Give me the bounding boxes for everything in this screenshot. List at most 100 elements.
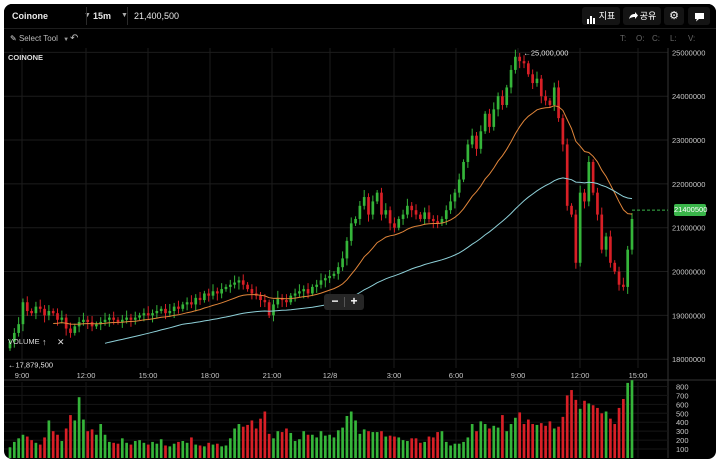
volume-bar xyxy=(8,447,12,458)
time-tick-label: 6:00 xyxy=(449,371,464,380)
candle-body xyxy=(613,262,617,272)
share-button[interactable]: 공유 xyxy=(623,7,661,25)
price-chart[interactable]: 25000000 24000000 23000000 22000000 21000000… xyxy=(4,48,716,459)
volume-bar xyxy=(591,405,595,458)
candle-body xyxy=(479,131,483,149)
candle-body xyxy=(34,306,38,314)
price-tick-label: 19000000 xyxy=(672,311,705,320)
volume-bar xyxy=(289,432,293,458)
volume-bar xyxy=(354,420,357,458)
volume-bar xyxy=(466,437,470,458)
candle-body xyxy=(552,87,556,105)
candle-body xyxy=(246,284,249,290)
candle-body xyxy=(457,179,461,193)
chart-grid xyxy=(4,48,716,458)
volume-bar xyxy=(267,433,271,458)
candle-body xyxy=(112,317,116,320)
candle-body xyxy=(319,280,323,285)
candle-body xyxy=(496,96,500,110)
select-tool-dropdown[interactable]: ✎ Select Tool ▼ xyxy=(10,29,69,49)
volume-bar xyxy=(380,431,383,458)
volume-bar xyxy=(496,427,500,458)
candle-body xyxy=(384,210,388,215)
chat-button[interactable] xyxy=(688,7,710,25)
volume-bar xyxy=(73,420,77,458)
volume-bar xyxy=(254,428,258,458)
candle-body xyxy=(617,271,621,285)
candle-body xyxy=(108,317,111,320)
interval-selector[interactable]: 15m ▼ xyxy=(93,4,128,28)
candle-body xyxy=(518,56,522,62)
volume-label: VOLUME xyxy=(8,337,40,346)
volume-tick-label: 100 xyxy=(676,445,689,454)
volume-bar xyxy=(574,399,578,458)
exchange-watermark: COINONE xyxy=(8,53,43,62)
candle-body xyxy=(406,205,409,215)
candle-body xyxy=(393,223,396,228)
volume-bar xyxy=(449,445,452,458)
candle-body xyxy=(133,317,137,320)
candle-body xyxy=(172,306,176,312)
volume-bar xyxy=(17,438,20,458)
volume-bar xyxy=(622,398,625,458)
candle-body xyxy=(56,313,59,320)
candle-body xyxy=(228,284,232,287)
time-tick-label: 3:00 xyxy=(387,371,402,380)
indicator-button[interactable]: 지표 xyxy=(582,7,620,25)
volume-bar xyxy=(444,441,448,458)
candle-body xyxy=(332,273,336,276)
candle-body xyxy=(604,236,608,250)
volume-bar xyxy=(125,442,128,458)
volume-bar xyxy=(276,431,280,458)
candle-body xyxy=(60,317,64,320)
symbol-selector[interactable]: Coinone ▼ xyxy=(12,4,91,28)
chevron-down-icon: ▼ xyxy=(121,12,128,19)
close-pane-button[interactable]: ✕ xyxy=(57,337,65,347)
volume-bar xyxy=(514,417,517,458)
volume-bar xyxy=(423,441,427,458)
candle-body xyxy=(354,218,357,224)
candle-body xyxy=(12,332,16,342)
candle-body xyxy=(578,192,582,263)
candle-body xyxy=(570,205,573,215)
volume-bar xyxy=(108,441,111,458)
volume-bar xyxy=(315,437,319,458)
volume-bar xyxy=(302,431,306,458)
zoom-out-button[interactable]: − xyxy=(331,294,339,308)
chat-bubble-icon xyxy=(694,11,705,22)
volume-bar xyxy=(233,428,236,458)
candle-body xyxy=(522,61,526,64)
chart-app-window: Coinone ▼ 15m ▼ 21,400,500 지표 공유 ⚙ xyxy=(4,4,716,459)
settings-button[interactable]: ⚙ xyxy=(664,7,684,25)
volume-bar xyxy=(488,428,491,458)
ohlc-label-open: T: xyxy=(620,34,627,43)
volume-tick-label: 300 xyxy=(676,427,689,436)
volume-bar xyxy=(95,434,98,458)
candle-body xyxy=(531,74,534,84)
candle-body xyxy=(362,197,366,206)
candle-body xyxy=(371,201,375,215)
candle-body xyxy=(466,144,470,162)
undo-button[interactable]: ↶ xyxy=(70,29,78,49)
chevron-down-icon: ▼ xyxy=(84,12,91,19)
volume-bar xyxy=(203,446,206,458)
candle-body xyxy=(293,293,297,296)
candle-body xyxy=(103,319,107,322)
candle-body xyxy=(43,308,46,316)
time-tick-label: 15:00 xyxy=(139,371,158,380)
candle-body xyxy=(95,324,98,327)
move-up-button[interactable]: ↑ xyxy=(42,337,47,347)
zoom-in-button[interactable]: + xyxy=(350,294,358,308)
candle-body xyxy=(436,221,439,224)
candle-body xyxy=(211,291,215,296)
candle-body xyxy=(30,311,33,314)
candle-body xyxy=(423,212,427,219)
volume-bar xyxy=(583,400,586,458)
volume-bar xyxy=(323,435,327,458)
candle-body xyxy=(341,258,344,268)
price-tick-label: 18000000 xyxy=(672,355,705,364)
volume-bar xyxy=(177,441,180,458)
candle-body xyxy=(431,218,435,222)
volume-bar xyxy=(505,431,509,458)
candle-body xyxy=(99,321,103,325)
